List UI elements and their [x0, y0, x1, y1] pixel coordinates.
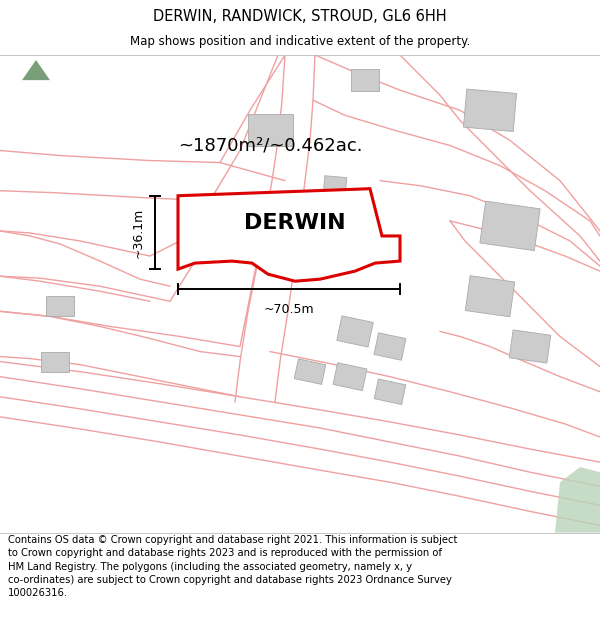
Text: ~36.1m: ~36.1m [132, 208, 145, 258]
Polygon shape [41, 351, 69, 372]
Polygon shape [323, 176, 347, 196]
Text: Contains OS data © Crown copyright and database right 2021. This information is : Contains OS data © Crown copyright and d… [8, 535, 457, 598]
Polygon shape [333, 362, 367, 391]
Polygon shape [178, 189, 400, 281]
Polygon shape [555, 467, 600, 532]
Polygon shape [346, 192, 365, 209]
Polygon shape [248, 114, 293, 146]
Polygon shape [235, 203, 275, 239]
Polygon shape [294, 359, 326, 384]
Polygon shape [463, 89, 517, 131]
Polygon shape [465, 276, 515, 317]
Polygon shape [480, 201, 540, 251]
Text: ~70.5m: ~70.5m [263, 303, 314, 316]
Text: DERWIN: DERWIN [244, 213, 346, 233]
Text: Map shows position and indicative extent of the property.: Map shows position and indicative extent… [130, 35, 470, 48]
Polygon shape [351, 69, 379, 91]
Polygon shape [46, 296, 74, 316]
Polygon shape [374, 379, 406, 404]
Text: ~1870m²/~0.462ac.: ~1870m²/~0.462ac. [178, 136, 362, 154]
Polygon shape [509, 330, 551, 363]
Polygon shape [337, 316, 373, 347]
Polygon shape [374, 332, 406, 360]
Text: DERWIN, RANDWICK, STROUD, GL6 6HH: DERWIN, RANDWICK, STROUD, GL6 6HH [153, 9, 447, 24]
Polygon shape [22, 60, 50, 80]
